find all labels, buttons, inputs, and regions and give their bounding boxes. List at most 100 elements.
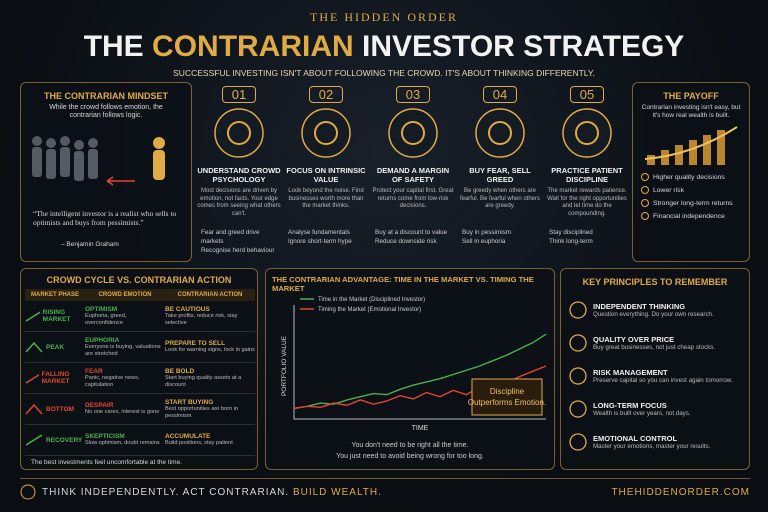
- step: 01 UNDERSTAND CROWD PSYCHOLOGY Most decisi…: [197, 82, 281, 262]
- emotion-cell: DESPAIR No one cares, interest is gone: [85, 402, 165, 416]
- action-text: Take profits, reduce risk, stay selectiv…: [165, 313, 238, 326]
- icon-ring: [569, 333, 587, 352]
- emotion: FEAR: [85, 368, 103, 375]
- principle: QUALITY OVER PRICE Buy great businesses, …: [569, 326, 745, 359]
- emotion-text: Euphoria, greed, overconfidence: [85, 313, 127, 326]
- mindset-panel: THE CONTRARIAN MINDSET While the crowd f…: [20, 82, 192, 262]
- y-axis-label: PORTFOLIO VALUE: [281, 335, 288, 396]
- cycle-panel: CROWD CYCLE VS. CONTRARIAN ACTION MARKET…: [20, 268, 258, 470]
- footer-icon: [20, 484, 36, 500]
- emotion: OPTIMISM: [85, 306, 118, 313]
- panel-title: THE CONTRARIAN MINDSET: [44, 91, 168, 101]
- action: PREPARE TO SELL: [165, 340, 226, 348]
- icon-ring: [475, 108, 525, 158]
- footer-rule: [20, 478, 750, 479]
- action-text: Best opportunities are born in pessimism: [165, 406, 239, 419]
- action-text: Start buying quality assets at a discoun…: [165, 375, 242, 388]
- principles-list: INDEPENDENT THINKING Question everything.…: [569, 293, 745, 458]
- icon-ring: [562, 108, 612, 158]
- payoff-item: Lower risk: [641, 186, 747, 194]
- action: BE CAUTIOUS: [165, 306, 210, 313]
- step-icon: [214, 108, 264, 158]
- step-title: UNDERSTAND CROWD PSYCHOLOGY: [197, 166, 281, 184]
- axes: [293, 305, 546, 420]
- emotion-text: No one cares, interest is gone: [85, 409, 160, 416]
- emotion: EUPHORIA: [85, 337, 120, 344]
- phase: RISING MARKET: [42, 309, 71, 323]
- cycle-note: The best investments feel uncomfortable …: [31, 459, 183, 466]
- step-text: Most decisions are driven by emotion, no…: [197, 188, 281, 217]
- payoff-bullet: Lower risk: [653, 186, 684, 194]
- emotion-cell: OPTIMISM Euphoria, greed, overconfidence: [85, 306, 165, 326]
- icon-ring: [214, 108, 264, 158]
- quote-author: – Benjamin Graham: [61, 241, 119, 248]
- principle-title: RISK MANAGEMENT: [593, 367, 668, 377]
- principle: RISK MANAGEMENT Preserve capital so you c…: [569, 359, 745, 392]
- footer-url: THEHIDDENORDER.COM: [611, 487, 750, 498]
- principles-panel: KEY PRINCIPLES TO REMEMBER INDEPENDENT T…: [560, 268, 750, 470]
- phase: FALLING MARKET: [41, 371, 70, 385]
- chart-caption: You don't need to be right all the time.: [351, 442, 468, 449]
- action: START BUYING: [165, 399, 214, 406]
- table-row: RECOVERY SKEPTICISM Slow optimism, doubt r…: [25, 425, 255, 456]
- check: [641, 186, 649, 194]
- footer-tagline: THINK INDEPENDENTLY. ACT CONTRARIAN. BUI…: [42, 487, 382, 498]
- step-text: Look beyond the noise. Find businesses w…: [288, 188, 364, 209]
- column-header: CONTRARIAN ACTION: [177, 292, 243, 298]
- step-bullet: Buy at a discount to value: [375, 229, 448, 236]
- step-icon: [475, 108, 525, 158]
- title-part: INVESTOR STRATEGY: [362, 30, 685, 63]
- emotion-text: Slow optimism, doubt remains: [85, 440, 160, 447]
- icon-ring: [569, 366, 587, 385]
- phase-cell: BOTTOM: [25, 402, 85, 416]
- emotion: SKEPTICISM: [85, 433, 125, 441]
- check: [641, 173, 649, 181]
- crowd-illustration: [32, 136, 165, 186]
- phase-icon: [25, 403, 43, 415]
- action-text: Build positions, stay patient: [165, 440, 233, 447]
- cycle-table: MARKET PHASE CROWD EMOTION CONTRARIAN ACTI…: [25, 289, 255, 456]
- legend-label: Time in the Market (Disciplined Investor…: [318, 297, 425, 303]
- growth-illustration: [644, 126, 738, 165]
- annotation-line: Outperforms Emotion.: [468, 398, 546, 407]
- principle-icon: [569, 399, 587, 418]
- step-bullet: Reduce downside risk: [375, 238, 437, 245]
- principle-icon: [569, 300, 587, 319]
- table-row: FALLING MARKET FEAR Panic, negative news, …: [25, 363, 255, 394]
- icon-core: [227, 121, 251, 145]
- icon-ring: [569, 300, 587, 319]
- payoff-bullet: Stronger long-term returns: [653, 199, 733, 207]
- action-cell: ACCUMULATE Build positions, stay patient: [165, 433, 255, 447]
- principle-title: EMOTIONAL CONTROL: [593, 433, 678, 443]
- payoff-text: Contrarian investing isn't easy, but it'…: [641, 104, 741, 119]
- principle-title: QUALITY OVER PRICE: [593, 334, 675, 344]
- action-cell: PREPARE TO SELL Look for warning signs, l…: [165, 340, 255, 354]
- principle: EMOTIONAL CONTROL Master your emotions, m…: [569, 425, 745, 458]
- table-row: BOTTOM DESPAIR No one cares, interest is g…: [25, 394, 255, 425]
- chart-caption: You just need to avoid being wrong for t…: [336, 453, 484, 460]
- step: 03 DEMAND A MARGIN OF SAFETY Protect your …: [371, 82, 455, 262]
- principle: LONG-TERM FOCUS Wealth is built over year…: [569, 392, 745, 425]
- phase-icon: [25, 434, 43, 446]
- step-bullet: Analyse fundamentals: [288, 229, 350, 236]
- step: 02 FOCUS ON INTRINSIC VALUE Look beyond th…: [284, 82, 368, 262]
- step-icon: [562, 108, 612, 158]
- principle-title: LONG-TERM FOCUS: [593, 400, 667, 410]
- column-header: MARKET PHASE: [30, 292, 79, 298]
- action-cell: BE BOLD Start buying quality assets at a …: [165, 368, 255, 388]
- emotion-cell: EUPHORIA Everyone is buying, valuations a…: [85, 337, 165, 357]
- quote: “The intelligent investor is a realist w…: [33, 209, 177, 227]
- phase-icon: [25, 341, 43, 353]
- action-cell: BE CAUTIOUS Take profits, reduce risk, st…: [165, 306, 255, 326]
- icon-ring: [388, 108, 438, 158]
- chart-panel: THE CONTRARIAN ADVANTAGE: TIME IN THE MA…: [265, 268, 555, 470]
- principle-body: RISK MANAGEMENT Preserve capital so you c…: [593, 368, 733, 384]
- panel-title: KEY PRINCIPLES TO REMEMBER: [582, 277, 728, 287]
- phase-cell: PEAK: [25, 340, 85, 354]
- icon-ring: [569, 399, 587, 418]
- step-number: 03: [396, 86, 430, 103]
- action: BE BOLD: [165, 368, 195, 375]
- emotion-cell: SKEPTICISM Slow optimism, doubt remains: [85, 433, 165, 447]
